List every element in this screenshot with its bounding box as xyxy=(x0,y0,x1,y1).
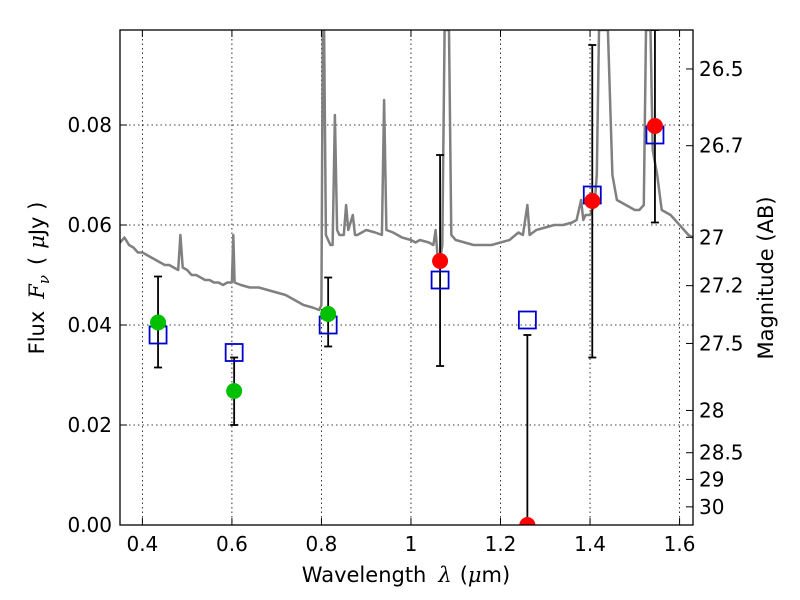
y-axis-title: FluxFν(μJy ) xyxy=(25,202,53,355)
spectrum-line xyxy=(120,30,693,312)
mag-tick-label: 28.5 xyxy=(699,441,744,465)
x-axis-title: Wavelength λ (μm) xyxy=(302,563,510,587)
optical-detections-point xyxy=(150,314,167,331)
grid-lines xyxy=(120,30,693,526)
mag-tick-label: 26.7 xyxy=(699,134,744,158)
mag-tick-label: 27.5 xyxy=(699,331,744,355)
nir-detections-point xyxy=(432,253,449,269)
optical-detections-point xyxy=(226,383,243,399)
model-photometry-square xyxy=(430,270,450,290)
x-tick-label: 1.2 xyxy=(485,532,517,556)
y-tick-label: 0.04 xyxy=(67,313,112,337)
axes: 0.4 0.6 0.8 1 1.2 1.4 1.6 0.00 0.02 0.04 0.06 0.08 2… xyxy=(67,30,744,556)
mag-tick-label: 28 xyxy=(699,398,724,422)
y-tick-label: 0.06 xyxy=(67,213,112,237)
mag-tick-label: 27.2 xyxy=(699,274,744,298)
y-tick-label: 0.08 xyxy=(67,113,112,137)
nir-detections-point xyxy=(584,193,601,209)
optical-detections-point xyxy=(320,306,337,322)
y-tick-label: 0.00 xyxy=(67,513,112,537)
mag-tick-label: 27 xyxy=(699,225,724,249)
model-photometry-square xyxy=(517,310,537,330)
plot-frame xyxy=(119,29,694,526)
x-tick-label: 1.4 xyxy=(574,532,606,556)
nir-detections-point xyxy=(519,517,536,525)
mag-tick-label: 29 xyxy=(699,467,724,491)
x-tick-label: 0.8 xyxy=(306,532,338,556)
right-axis-title: Magnitude (AB) xyxy=(754,196,778,359)
y-tick-label: 0.02 xyxy=(67,413,112,437)
mag-tick-label: 26.5 xyxy=(699,57,744,81)
x-tick-label: 0.6 xyxy=(216,532,248,556)
x-tick-label: 1 xyxy=(405,532,418,556)
nir-detections-point xyxy=(646,118,663,134)
mag-tick-label: 30 xyxy=(699,495,724,519)
plot-area xyxy=(120,30,693,525)
x-tick-label: 0.4 xyxy=(126,532,158,556)
x-tick-label: 1.6 xyxy=(664,532,696,556)
error-bar xyxy=(523,334,532,525)
model-photometry-square xyxy=(224,343,244,362)
